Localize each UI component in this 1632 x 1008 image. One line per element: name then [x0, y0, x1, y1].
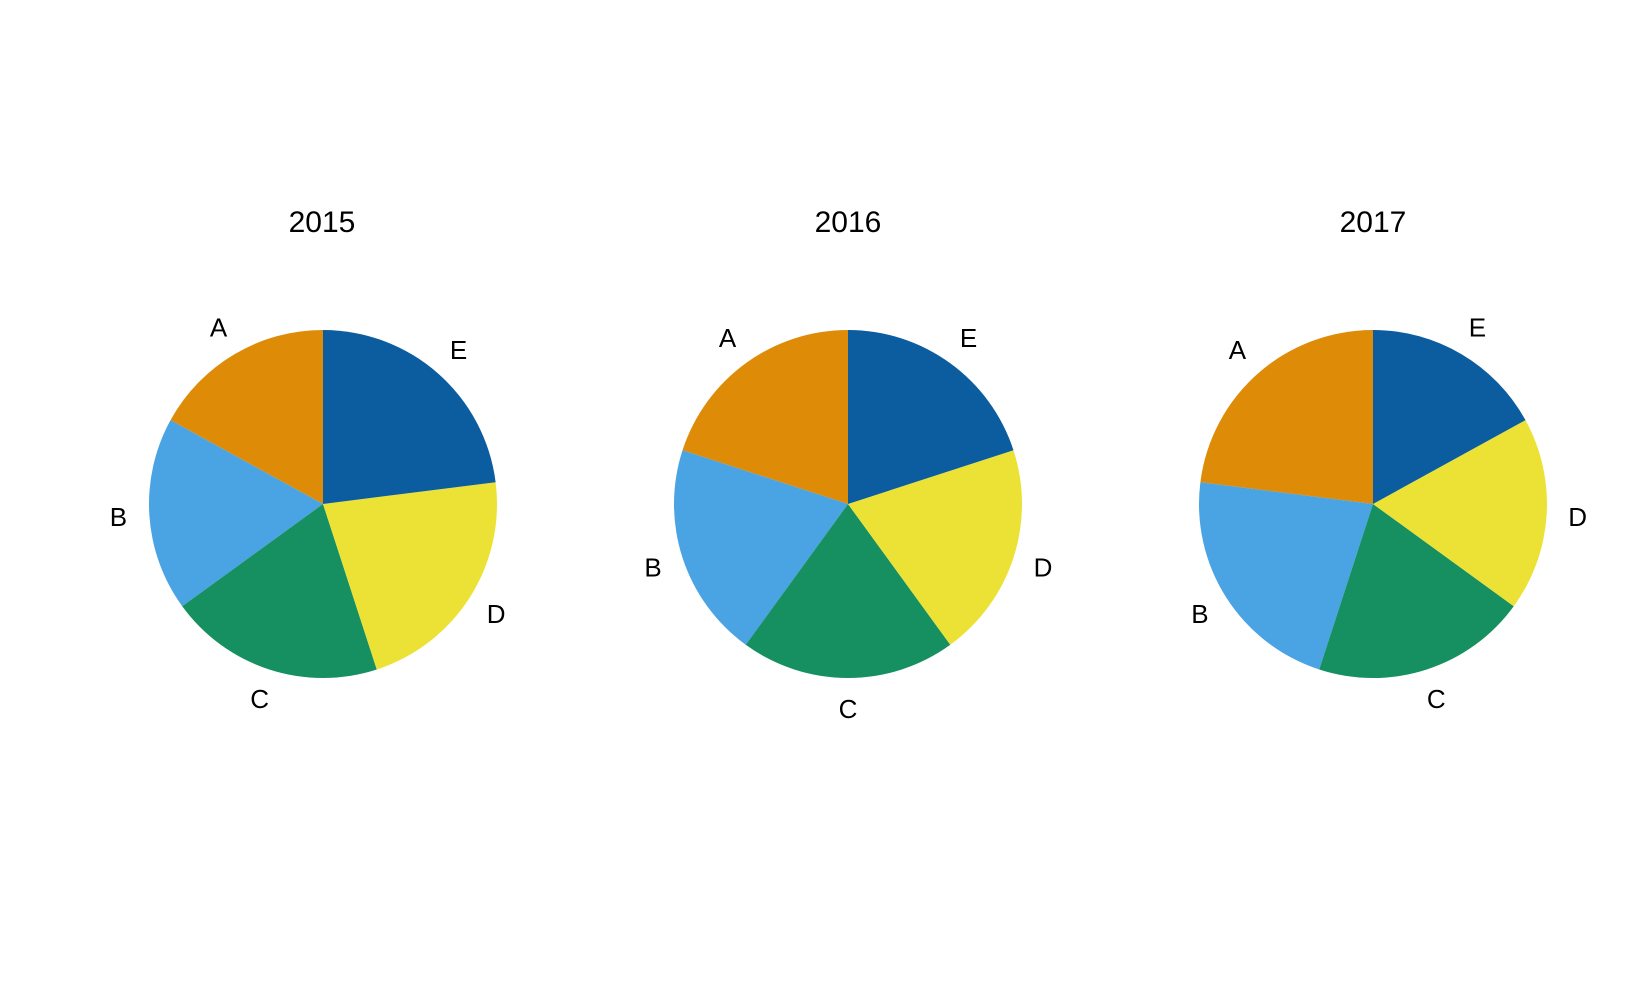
pie-label-2015-B: B: [110, 502, 127, 532]
pie-label-2015-A: A: [210, 313, 228, 343]
pie-label-2016-E: E: [960, 323, 977, 353]
pie-panel-2015: 2015 A B C D E: [110, 206, 506, 714]
pie-label-2017-B: B: [1191, 599, 1208, 629]
pie-label-2017-C: C: [1427, 684, 1446, 714]
pie-title-2016: 2016: [815, 206, 882, 239]
pie-slice-2015-D: [323, 482, 498, 670]
pie-slice-2017-A: [1200, 330, 1373, 504]
pie-slice-2016-B: [674, 450, 848, 645]
pie-slice-2015-C: [182, 504, 377, 678]
pie-panel-2017: 2017 A B C D E: [1191, 206, 1587, 714]
pie-label-2016-B: B: [644, 552, 661, 582]
pie-slice-2016-E: [848, 330, 1014, 504]
pie-slice-2017-B: [1198, 482, 1373, 670]
pie-label-2016-D: D: [1034, 552, 1053, 582]
pie-label-2016-C: C: [839, 694, 858, 724]
pie-slice-2017-D: [1373, 420, 1548, 607]
pie-title-2017: 2017: [1340, 206, 1407, 239]
pie-slice-2017-E: [1373, 330, 1526, 504]
pie-labels-2016: A B C D E: [644, 323, 1052, 724]
pie-slice-2016-A: [682, 330, 848, 504]
pie-label-2016-A: A: [719, 323, 737, 353]
pie-slices-2017: [1198, 330, 1548, 678]
pie-panel-2016: 2016 A B C D E: [644, 206, 1052, 724]
pie-label-2015-E: E: [450, 335, 467, 365]
pie-slice-2015-A: [170, 330, 323, 504]
pie-label-2017-A: A: [1229, 335, 1247, 365]
pie-slices-2015: [148, 330, 498, 678]
pie-slice-2016-C: [745, 504, 951, 678]
pie-slices-2016: [674, 330, 1022, 678]
pie-slice-2015-B: [148, 420, 323, 607]
pie-slice-2017-C: [1319, 504, 1514, 678]
pie-title-2015: 2015: [289, 206, 356, 239]
pie-slice-2015-E: [323, 330, 496, 504]
pie-slice-2016-D: [848, 450, 1022, 645]
pie-labels-2017: A B C D E: [1191, 313, 1587, 715]
pie-label-2017-D: D: [1568, 502, 1587, 532]
pie-label-2015-C: C: [250, 684, 269, 714]
pie-labels-2015: A B C D E: [110, 313, 506, 715]
pie-label-2015-D: D: [487, 599, 506, 629]
pie-label-2017-E: E: [1469, 313, 1486, 343]
